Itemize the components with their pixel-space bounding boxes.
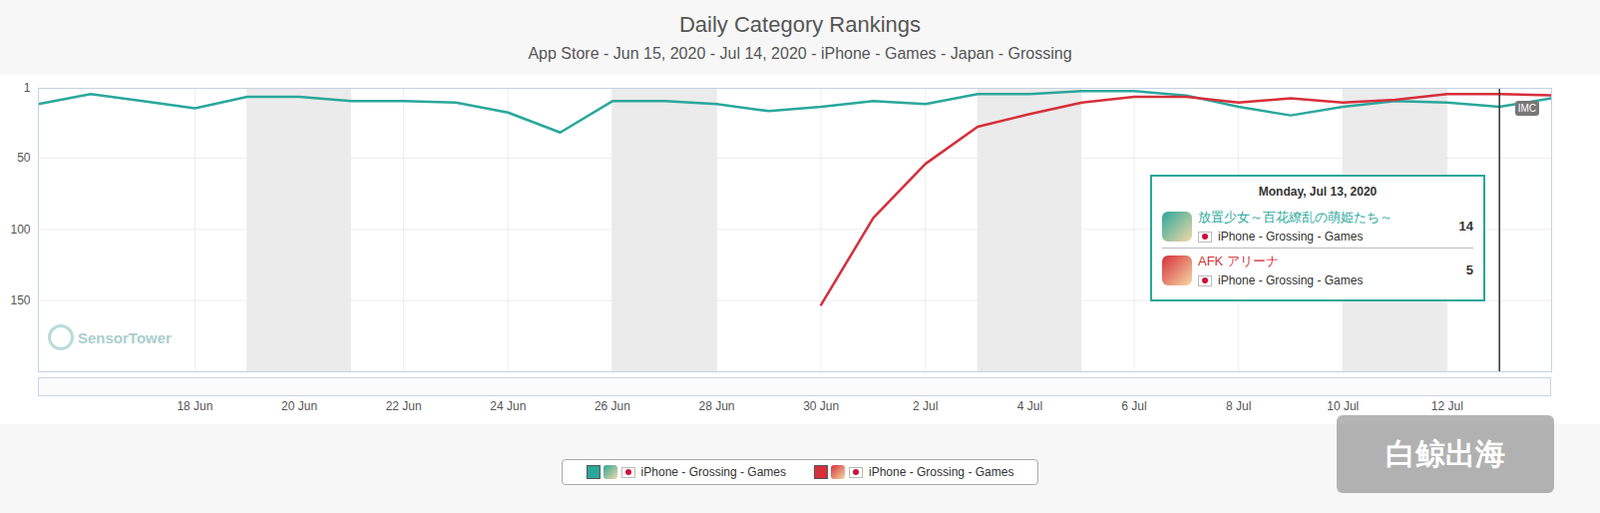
html-text:5: 5 bbox=[1466, 262, 1474, 278]
html-text:iPhone - Grossing - Games: iPhone - Grossing - Games bbox=[640, 464, 787, 479]
svg-text:10 Jul: 10 Jul bbox=[1326, 399, 1359, 413]
html-text:iPhone - Grossing - Games: iPhone - Grossing - Games bbox=[1217, 229, 1363, 244]
svg-text:24 Jun: 24 Jun bbox=[489, 399, 526, 413]
svg-text:30 Jun: 30 Jun bbox=[802, 399, 839, 413]
html-text:14: 14 bbox=[1458, 218, 1474, 234]
html-text:Monday, Jul 13, 2020: Monday, Jul 13, 2020 bbox=[1258, 184, 1377, 199]
html-text:iPhone - Grossing - Games: iPhone - Grossing - Games bbox=[868, 464, 1014, 479]
html-text:SensorTower: SensorTower bbox=[77, 328, 172, 346]
svg-text:4 Jul: 4 Jul bbox=[1017, 399, 1043, 413]
svg-text:22 Jun: 22 Jun bbox=[386, 399, 422, 413]
svg-text:26 Jun: 26 Jun bbox=[594, 399, 631, 413]
html-text:IMC: IMC bbox=[1517, 102, 1537, 114]
html-text:放置少女～百花繚乱の萌姫たち～: 放置少女～百花繚乱の萌姫たち～ bbox=[1198, 209, 1393, 225]
svg-text:6 Jul: 6 Jul bbox=[1121, 399, 1147, 413]
svg-text:18 Jun: 18 Jun bbox=[176, 399, 213, 413]
svg-text:2 Jul: 2 Jul bbox=[912, 399, 938, 413]
svg-text:100: 100 bbox=[9, 222, 30, 237]
html-text:Daily Category Rankings: Daily Category Rankings bbox=[679, 11, 921, 37]
svg-text:50: 50 bbox=[16, 150, 31, 165]
svg-text:12 Jul: 12 Jul bbox=[1431, 399, 1464, 413]
svg-text:8 Jul: 8 Jul bbox=[1225, 399, 1251, 413]
html-text:App Store - Jun 15, 2020 - Jul: App Store - Jun 15, 2020 - Jul 14, 2020 … bbox=[528, 44, 1072, 62]
html-text:AFK アリーナ: AFK アリーナ bbox=[1198, 253, 1279, 269]
html-text:iPhone - Grossing - Games: iPhone - Grossing - Games bbox=[1217, 273, 1363, 288]
svg-text:150: 150 bbox=[9, 293, 30, 308]
svg-text:28 Jun: 28 Jun bbox=[699, 399, 736, 413]
svg-text:1: 1 bbox=[23, 80, 31, 95]
svg-text:20 Jun: 20 Jun bbox=[281, 399, 318, 413]
html-text:白鲸出海: 白鲸出海 bbox=[1385, 436, 1506, 470]
